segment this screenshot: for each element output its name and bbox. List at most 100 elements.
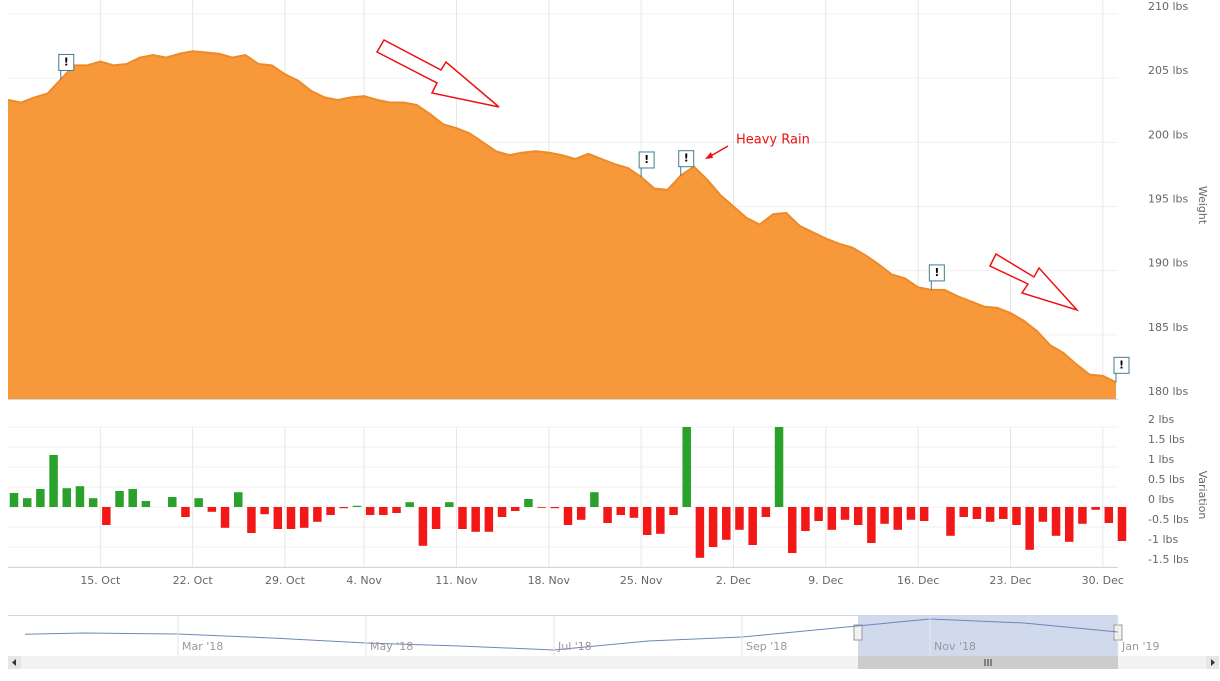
navigator-label: Jan '19 xyxy=(1121,640,1159,653)
x-tick-label: 2. Dec xyxy=(716,574,751,587)
bar xyxy=(669,507,678,515)
y-tick-label: 1 lbs xyxy=(1148,453,1175,466)
bar xyxy=(840,507,850,520)
y-tick-label: 210 lbs xyxy=(1148,0,1189,13)
bar xyxy=(695,507,705,558)
y-tick-label: 0.5 lbs xyxy=(1148,473,1185,486)
bar xyxy=(299,507,309,528)
x-tick-label: 30. Dec xyxy=(1082,574,1124,587)
bar xyxy=(141,501,151,507)
bar xyxy=(181,507,190,517)
bar xyxy=(352,505,362,507)
variation-pane: 2 lbs 1.5 lbs 1 lbs 0.5 lbs 0 lbs -0.5 lbs -1 … xyxy=(9,413,1189,587)
flag xyxy=(58,53,75,71)
navigator-label: May '18 xyxy=(370,640,413,653)
navigator-label: Mar '18 xyxy=(182,640,223,653)
bar xyxy=(682,427,691,507)
bar xyxy=(1078,507,1087,524)
y-tick-label: 195 lbs xyxy=(1148,193,1189,206)
bar xyxy=(919,507,929,521)
navigator-label: Nov '18 xyxy=(934,640,976,653)
x-tick-label: 22. Oct xyxy=(173,574,214,587)
y-tick-label: 0 lbs xyxy=(1148,493,1175,506)
scrollbar-arrow xyxy=(12,659,16,666)
bar xyxy=(379,507,388,515)
bar xyxy=(656,507,665,534)
y-tick-label: -1.5 lbs xyxy=(1148,553,1189,566)
bar xyxy=(524,499,533,507)
flag xyxy=(678,150,695,168)
bar xyxy=(1091,507,1100,510)
y-tick-label: 2 lbs xyxy=(1148,413,1175,426)
bar xyxy=(365,507,375,515)
bar xyxy=(115,491,124,507)
bar xyxy=(194,498,203,507)
x-tick-label: 11. Nov xyxy=(435,574,478,587)
bar xyxy=(801,507,810,531)
scrollbar-arrow xyxy=(1211,659,1215,666)
x-tick-label: 23. Dec xyxy=(989,574,1031,587)
bar xyxy=(748,507,757,545)
annotation-arrow xyxy=(708,145,729,158)
bar xyxy=(286,507,296,529)
y-tick-label: -1 lbs xyxy=(1148,533,1179,546)
navigator-handle[interactable] xyxy=(853,624,863,641)
bar xyxy=(722,507,731,540)
bar xyxy=(273,507,283,529)
bar xyxy=(761,507,771,517)
area-line xyxy=(7,50,1117,384)
bar xyxy=(999,507,1008,519)
navigator-label: Sep '18 xyxy=(746,640,787,653)
bar xyxy=(339,507,349,509)
bar xyxy=(458,507,467,529)
bar xyxy=(853,507,863,525)
bar xyxy=(168,497,177,507)
bar xyxy=(260,507,269,515)
bar xyxy=(550,507,560,509)
bar xyxy=(497,507,507,517)
bar xyxy=(247,507,256,533)
bar xyxy=(537,507,546,508)
bar xyxy=(88,498,98,507)
flag xyxy=(1113,356,1130,374)
bar xyxy=(906,507,916,520)
bar xyxy=(1025,507,1034,550)
bar xyxy=(471,507,480,532)
bar xyxy=(1064,507,1074,542)
flag-title: ! xyxy=(684,152,689,165)
bar xyxy=(431,507,441,529)
bar xyxy=(405,502,414,507)
bar xyxy=(616,507,626,515)
bar xyxy=(102,507,111,525)
bar xyxy=(946,507,955,536)
bar xyxy=(207,507,217,512)
bar xyxy=(392,507,401,513)
bar xyxy=(985,507,995,522)
bar xyxy=(510,507,520,511)
bar xyxy=(128,489,137,507)
bar xyxy=(814,507,823,521)
y-tick-label: 205 lbs xyxy=(1148,64,1189,77)
bar xyxy=(1104,507,1114,523)
bar xyxy=(22,498,32,507)
bar xyxy=(708,507,718,547)
bar xyxy=(880,507,889,524)
y-tick-label: -0.5 lbs xyxy=(1148,513,1189,526)
flag xyxy=(638,151,655,169)
bar xyxy=(735,507,744,530)
y-tick-label: 180 lbs xyxy=(1148,385,1189,398)
navigator-label: Jul '18 xyxy=(557,640,592,653)
navigator-selection[interactable] xyxy=(858,616,1118,656)
weight-pane: 210 lbs 205 lbs 200 lbs 195 lbs 190 lbs 185 l… xyxy=(7,0,1189,399)
y-axis-title: Variation xyxy=(1196,471,1209,520)
bar xyxy=(959,507,968,517)
trend-arrow xyxy=(988,252,1080,312)
bar xyxy=(972,507,982,519)
bar xyxy=(642,507,652,535)
bar xyxy=(1117,507,1127,541)
bar xyxy=(774,427,784,507)
bar xyxy=(445,502,454,507)
bar xyxy=(1038,507,1048,522)
flag-title: ! xyxy=(64,55,69,68)
